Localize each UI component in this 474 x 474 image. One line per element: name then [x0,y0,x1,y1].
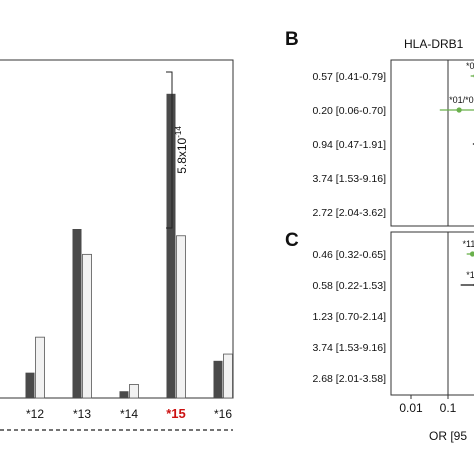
reference-lines [447,60,449,226]
bar-series [25,93,233,399]
or-label: 0.20 [0.06-0.70] [312,105,386,117]
x-axis-label: OR [95 [429,429,467,443]
forest-rows: 0.46 [0.32-0.65] *11/*X 0.58 [0.22-1.53] *1… [312,239,474,385]
reference-lines [447,232,449,395]
x-tick-labels: *12 *13 *14 *15 *16 [26,406,232,421]
bar-14-series-1 [119,391,129,398]
bar-13-series-2 [82,253,92,399]
x-tick-15: *15 [166,406,186,421]
or-label: 2.72 [2.04-3.62] [312,207,386,219]
panel-c-frame [390,231,474,396]
genotype-tag: *01/*X [466,61,474,71]
or-label: 0.57 [0.41-0.79] [312,71,386,83]
bar-15-series-1 [166,93,176,399]
or-label: 0.58 [0.22-1.53] [312,280,386,292]
bar-12-series-2 [35,336,45,399]
panel-a: *12 *13 *14 *15 *16 5.8x10-14 [0,59,234,431]
or-label: 3.74 [1.53-9.16] [312,342,386,354]
panel-a-frame [0,59,234,399]
x-tick-16: *16 [214,407,232,421]
significance-bracket: 5.8x10-14 [166,71,189,229]
bar-12-series-1 [25,372,35,398]
bar-13-series-1 [72,229,82,398]
x-tick-14: *14 [120,407,138,421]
panel-b-title: HLA-DRB1 [404,37,464,51]
p-value-annotation: 5.8x10-14 [174,126,189,174]
bar-14-series-2 [129,384,139,399]
panel-b: B HLA-DRB1 0.57 [0.41-0.79] *01/*X 0.20 [0… [285,29,474,227]
genotype-tag: *11/*X [463,239,474,249]
or-label: 0.94 [0.47-1.91] [312,139,386,151]
x-tick-0.1: 0.1 [440,401,457,415]
forest-rows: 0.57 [0.41-0.79] *01/*X 0.20 [0.06-0.70] *0… [312,61,474,219]
genotype-tag: *01/*01 [449,95,474,105]
genotype-tag: *11/*11 [466,270,474,280]
or-label: 3.74 [1.53-9.16] [312,173,386,185]
x-tick-0.01: 0.01 [399,401,423,415]
bar-16-series-2 [223,353,233,399]
panel-c-letter: C [285,230,299,251]
bracket-line [166,71,173,229]
x-tick-13: *13 [73,407,91,421]
bar-15-series-2 [176,235,186,399]
or-point [456,107,462,113]
x-tick-12: *12 [26,407,44,421]
or-label: 1.23 [0.70-2.14] [312,311,386,323]
panel-b-letter: B [285,29,299,50]
panel-b-frame [390,59,474,227]
panel-c: C 0.46 [0.32-0.65] *11/*X 0.58 [0.22-1.53]… [285,230,474,443]
x-tick-labels: 0.010.11 [399,395,457,415]
or-point [469,251,474,257]
bar-16-series-1 [213,360,223,398]
or-label: 0.46 [0.32-0.65] [312,249,386,261]
or-label: 2.68 [2.01-3.58] [312,373,386,385]
